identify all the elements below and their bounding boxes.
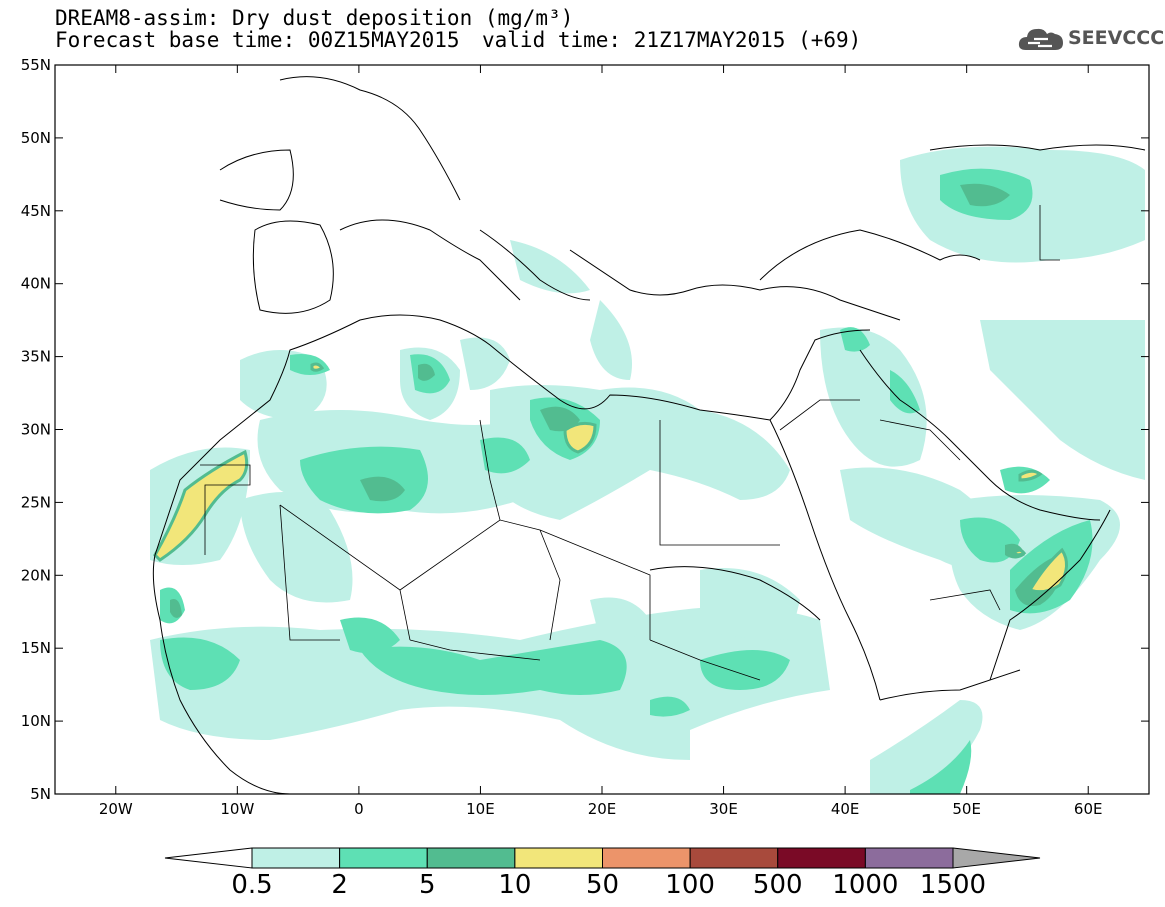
lat-tick-label: 15N xyxy=(21,639,51,657)
dust-field xyxy=(150,76,1146,794)
colorbar-label: 1000 xyxy=(832,870,898,900)
forecast-base-time: Forecast base time: 00Z15MAY2015 xyxy=(55,28,460,52)
colorbar-label: 5 xyxy=(419,870,436,900)
longitude-axis: 20W 10W 0 10E 20E 30E 40E 50E 60E xyxy=(99,65,1103,818)
colorbar-label: 500 xyxy=(753,870,803,900)
lat-tick-label: 25N xyxy=(21,493,51,511)
lon-tick-label: 20E xyxy=(588,800,617,818)
colorbar-bin xyxy=(777,847,866,869)
lon-tick-label: 30E xyxy=(709,800,738,818)
colorbar-bin xyxy=(864,847,954,869)
lat-tick-label: 35N xyxy=(21,348,51,366)
colorbar-high-end xyxy=(952,847,1041,869)
colorbar-label: 1500 xyxy=(920,870,986,900)
lon-tick-label: 20W xyxy=(99,800,133,818)
latitude-axis: 55N 50N 45N 40N 35N 30N 25N 20N 15N 10N 5N xyxy=(21,56,1149,803)
logo-text: SEEVCCC xyxy=(1068,27,1165,49)
lat-tick-label: 30N xyxy=(21,421,51,439)
lon-tick-label: 10W xyxy=(220,800,254,818)
colorbar-bin xyxy=(689,847,779,869)
lat-tick-label: 5N xyxy=(30,785,51,803)
lat-tick-label: 20N xyxy=(21,566,51,584)
cloud-icon xyxy=(1018,28,1063,50)
dust-level-0.5 xyxy=(150,146,1145,794)
colorbar-bin xyxy=(514,847,603,869)
colorbar-label: 0.5 xyxy=(231,870,272,900)
colorbar-bin xyxy=(426,847,516,869)
colorbar-bin xyxy=(339,847,428,869)
colorbar-label: 100 xyxy=(665,870,715,900)
colorbar-label: 2 xyxy=(331,870,348,900)
map-title: DREAM8-assim: Dry dust deposition (mg/m³… xyxy=(55,6,574,30)
colorbar: 0.5 2 5 10 50 100 500 1000 1500 xyxy=(164,847,1041,900)
country-borders xyxy=(200,205,1060,681)
lat-tick-label: 45N xyxy=(21,202,51,220)
lon-tick-label: 0 xyxy=(354,800,364,818)
colorbar-bin xyxy=(602,847,691,869)
colorbar-bin xyxy=(251,847,341,869)
lat-tick-label: 10N xyxy=(21,712,51,730)
colorbar-label: 10 xyxy=(498,870,531,900)
lat-tick-label: 55N xyxy=(21,56,51,74)
lon-tick-label: 40E xyxy=(831,800,860,818)
lon-tick-label: 60E xyxy=(1074,800,1103,818)
colorbar-label: 50 xyxy=(586,870,619,900)
lon-tick-label: 10E xyxy=(466,800,495,818)
lat-tick-label: 40N xyxy=(21,275,51,293)
valid-time: valid time: 21Z17MAY2015 (+69) xyxy=(482,28,862,52)
lat-tick-label: 50N xyxy=(21,129,51,147)
coastlines xyxy=(152,76,1146,794)
lon-tick-label: 50E xyxy=(952,800,981,818)
seevccc-logo: SEEVCCC xyxy=(1018,24,1164,52)
colorbar-low-end xyxy=(164,847,253,869)
